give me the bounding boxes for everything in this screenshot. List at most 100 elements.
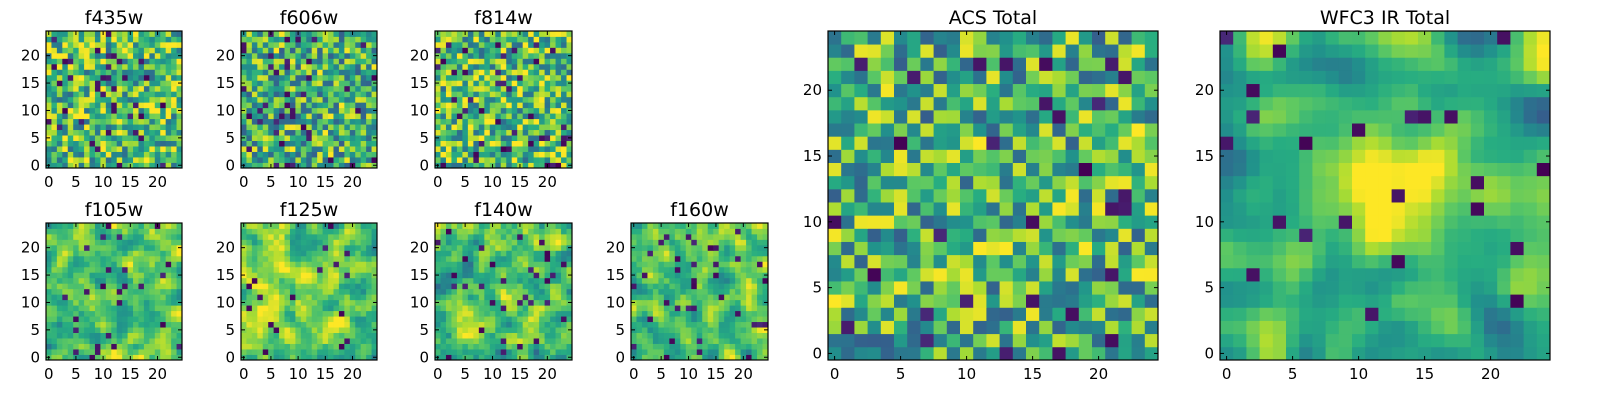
heatmap-cell <box>550 310 556 317</box>
heatmap-cell <box>533 250 540 257</box>
heatmap-cell <box>355 96 362 103</box>
heatmap-cell <box>273 272 280 279</box>
heatmap-cell <box>456 288 463 295</box>
heatmap-cell <box>171 157 177 163</box>
heatmap-cell <box>51 316 58 323</box>
heatmap-cell <box>311 288 318 295</box>
heatmap-cell <box>658 244 665 251</box>
heatmap-cell <box>467 223 474 229</box>
heatmap-cell <box>658 294 665 301</box>
heatmap-cell <box>84 349 90 355</box>
heatmap-cell <box>311 338 318 344</box>
heatmap-cell <box>467 327 474 333</box>
heatmap-cell <box>506 85 513 92</box>
heatmap-cell <box>561 244 567 251</box>
heatmap-cell <box>289 266 296 273</box>
heatmap-cell <box>641 266 648 273</box>
heatmap-cell <box>451 261 458 268</box>
heatmap-cell <box>360 107 367 114</box>
heatmap-cell <box>533 266 540 273</box>
heatmap-cell <box>306 250 313 257</box>
heatmap-cell <box>154 288 161 295</box>
heatmap-cell <box>73 113 80 120</box>
heatmap-cell <box>561 47 567 54</box>
heatmap-cell <box>729 354 736 361</box>
heatmap-cell <box>1092 202 1106 216</box>
heatmap-cell <box>533 299 540 306</box>
heatmap-cell <box>105 327 112 333</box>
heatmap-cell <box>344 272 351 279</box>
heatmap-cell <box>894 254 908 269</box>
heatmap-cell <box>641 316 648 323</box>
heatmap-cell <box>328 272 334 279</box>
heatmap-cell <box>171 244 177 251</box>
heatmap-cell <box>78 146 85 152</box>
heatmap-cell <box>511 74 518 81</box>
heatmap-cell <box>94 151 101 158</box>
x-tick-label: 0 <box>44 365 54 383</box>
heatmap-cell <box>160 52 167 59</box>
heatmap-cell <box>713 261 720 268</box>
heatmap-cell <box>946 281 961 295</box>
heatmap-cell <box>111 327 118 333</box>
heatmap-cell <box>544 310 551 317</box>
heatmap-cell <box>511 283 518 290</box>
heatmap-cell <box>566 261 573 268</box>
heatmap-cell <box>246 277 253 284</box>
heatmap-cell <box>116 343 123 350</box>
heatmap-cell <box>658 228 665 235</box>
x-tick-label: 20 <box>538 365 557 383</box>
heatmap-cell <box>73 124 80 131</box>
heatmap-cell <box>295 332 302 339</box>
heatmap-cell <box>647 327 654 333</box>
heatmap-cell <box>550 255 556 262</box>
heatmap-cell <box>300 129 307 136</box>
heatmap-cell <box>462 327 469 333</box>
heatmap-cell <box>511 277 518 284</box>
heatmap-cell <box>160 118 167 125</box>
heatmap-cell <box>680 299 687 306</box>
heatmap-cell <box>355 239 362 246</box>
heatmap-cell <box>176 58 183 65</box>
heatmap-cell <box>658 321 665 328</box>
heatmap-cell <box>746 283 752 290</box>
heatmap-cell <box>284 52 291 59</box>
heatmap-cell <box>506 162 513 169</box>
heatmap-cell <box>451 96 458 103</box>
heatmap-cell <box>636 321 643 328</box>
heatmap-cell <box>111 277 118 284</box>
heatmap-cell <box>360 321 367 328</box>
heatmap-cell <box>631 283 637 290</box>
heatmap-cell <box>751 354 758 361</box>
heatmap-cell <box>355 305 362 312</box>
heatmap-cell <box>262 107 269 114</box>
heatmap-cell <box>451 288 458 295</box>
heatmap-cell <box>713 239 720 246</box>
heatmap-cell <box>544 255 551 262</box>
heatmap-cell <box>241 41 247 48</box>
heatmap-cell <box>933 188 948 203</box>
heatmap-cell <box>355 162 362 169</box>
x-tick-label: 10 <box>483 173 502 191</box>
heatmap-cell <box>355 277 362 284</box>
heatmap-cell <box>127 80 134 87</box>
heatmap-cell <box>273 316 280 323</box>
heatmap-cell <box>566 223 573 229</box>
heatmap-cell <box>484 58 491 65</box>
heatmap-cell <box>506 332 513 339</box>
heatmap-cell <box>154 327 161 333</box>
heatmap-cell <box>1092 281 1106 295</box>
heatmap-cell <box>440 52 447 59</box>
heatmap-cell <box>338 135 345 141</box>
heatmap-cell <box>295 327 302 333</box>
heatmap-cell <box>338 96 345 103</box>
heatmap-cell <box>84 36 90 43</box>
heatmap-cell <box>111 349 118 355</box>
heatmap-cell <box>366 36 372 43</box>
heatmap-cell <box>176 85 183 92</box>
heatmap-cell <box>138 349 145 355</box>
heatmap-cell <box>920 294 934 308</box>
heatmap-cell <box>907 333 921 348</box>
heatmap-cell <box>51 129 58 136</box>
heatmap-cell <box>154 277 161 284</box>
